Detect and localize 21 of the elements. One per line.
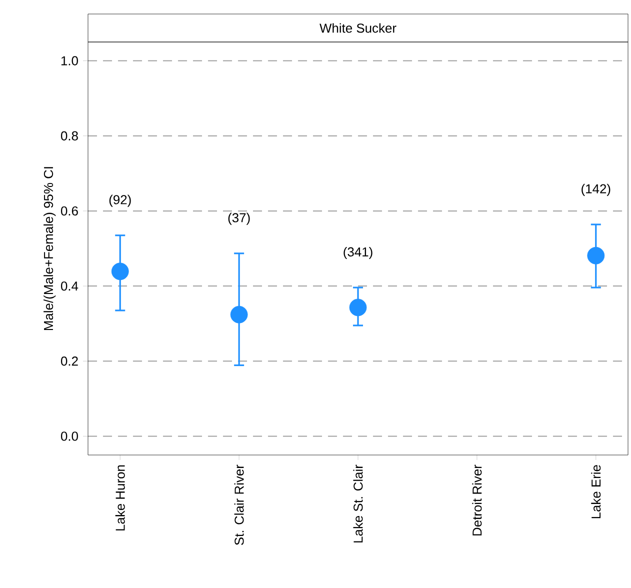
y-tick-label: 0.2 [60, 356, 78, 366]
point [230, 306, 248, 324]
y-tick-label: 1.0 [61, 56, 78, 66]
x-tick-label: Lake St. Clair [353, 464, 363, 542]
y-tick-label: 0.8 [60, 131, 78, 140]
y-tick-label: 0.6 [60, 206, 78, 216]
point [587, 246, 605, 264]
y-tick-label: 0.0 [60, 432, 78, 441]
y-axis-title: Male/(Male+Female) 95% CI [44, 167, 56, 330]
x-tick-label: Lake Erie [591, 465, 601, 518]
annotation: (142) [582, 184, 610, 196]
point [111, 262, 129, 280]
y-tick-label: 0.4 [60, 281, 78, 291]
point [349, 298, 367, 316]
annotation: (37) [228, 212, 250, 225]
x-tick-label: St. Clair River [234, 464, 244, 545]
annotation: (92) [109, 194, 131, 207]
x-tick-label: Lake Huron [115, 465, 125, 530]
x-tick-label: Detroit River [472, 464, 482, 536]
annotation: (341) [344, 246, 372, 260]
chart-title: White Sucker [320, 23, 396, 33]
